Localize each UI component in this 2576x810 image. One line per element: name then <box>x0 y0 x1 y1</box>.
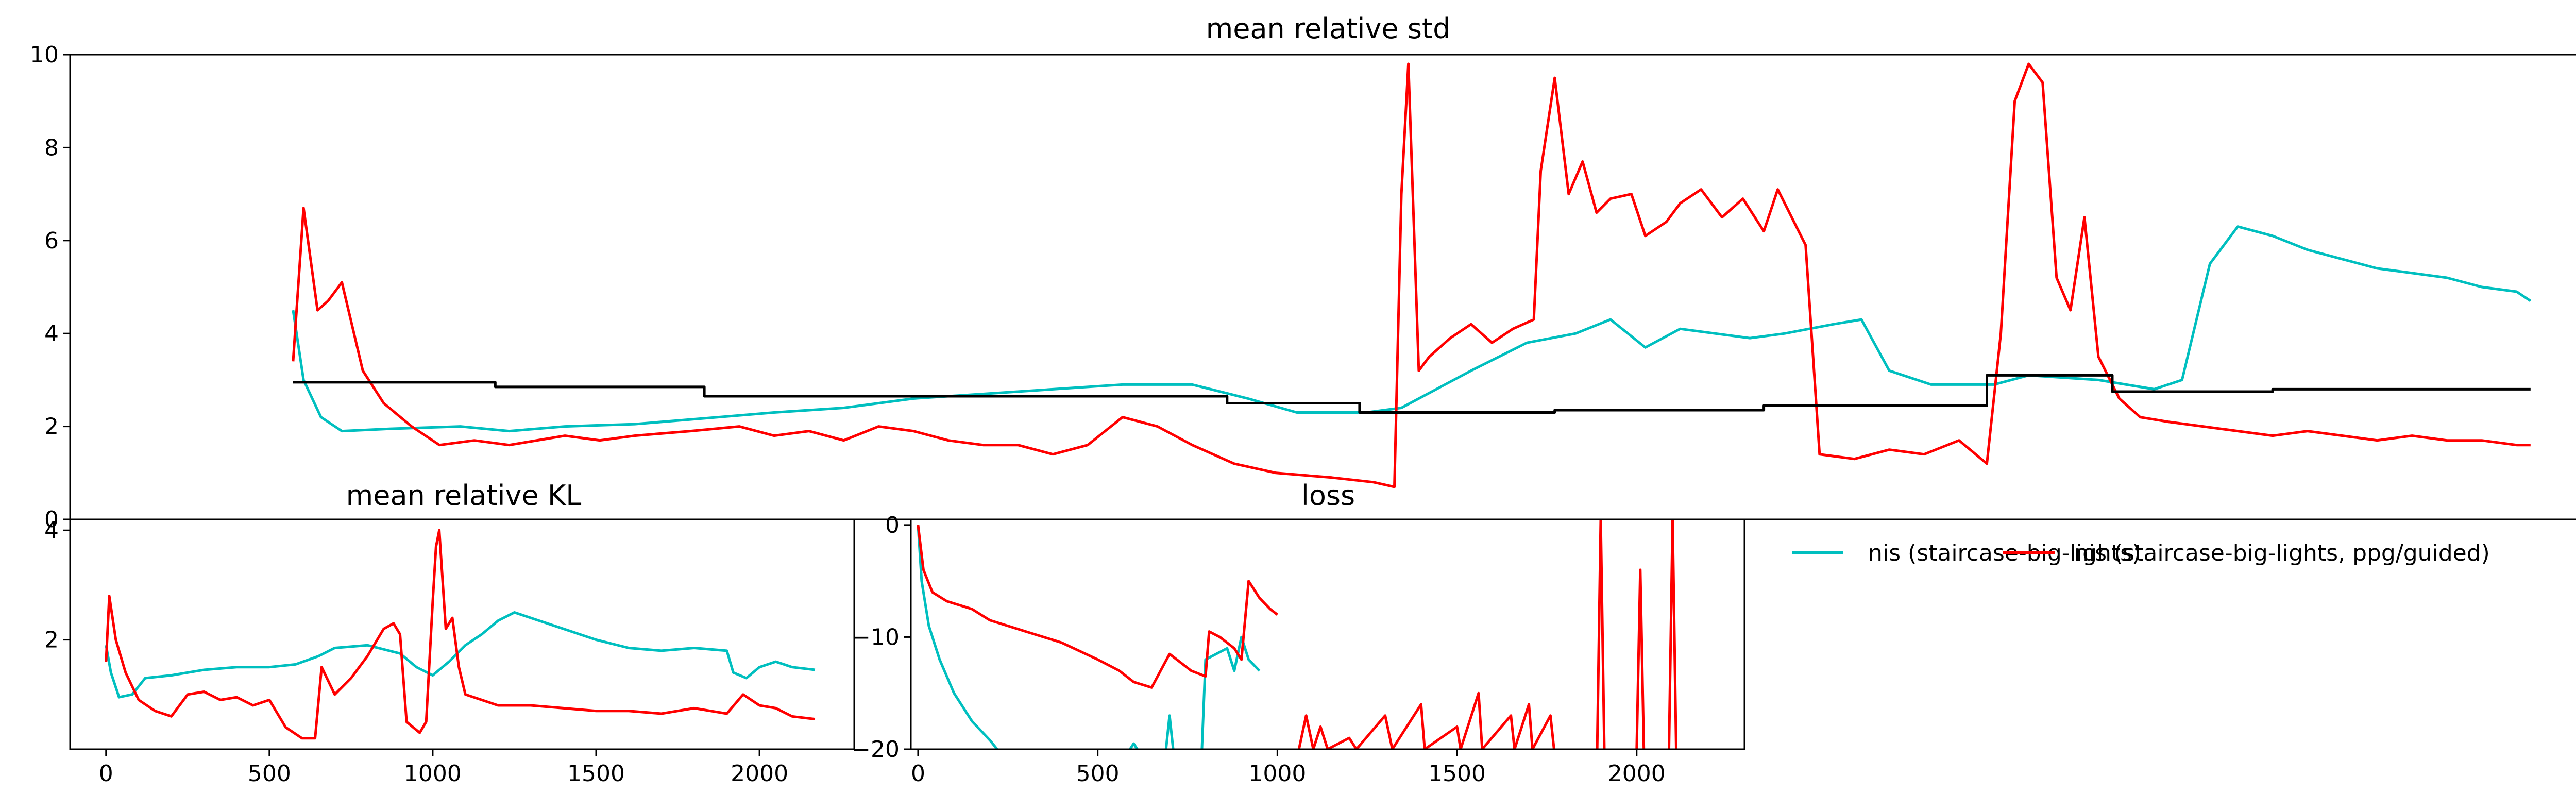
kl-xtick-label: 500 <box>248 761 291 787</box>
loss-series-line-2 <box>1164 714 1175 749</box>
std-ytick-label: 10 <box>30 42 59 68</box>
loss-series-line-7 <box>1635 568 1646 749</box>
axes-loss: loss 0 −10 −20 0 500 1000 1500 2000 <box>852 479 1745 787</box>
std-frame <box>69 54 2576 520</box>
loss-series-line-1 <box>1129 742 1139 749</box>
loss-series-line-0 <box>917 525 998 749</box>
kl-ytick-label: 4 <box>44 517 59 544</box>
loss-series-line-5 <box>1297 691 1555 749</box>
axes-mean-relative-kl: mean relative KL 2 4 0 500 1000 1500 2000 <box>44 479 855 787</box>
loss-title: loss <box>1301 479 1355 512</box>
kl-xtick-label: 1500 <box>567 761 625 787</box>
axes-mean-relative-std: mean relative std 0 2 4 6 8 10 <box>30 12 2576 533</box>
loss-xtick-label: 2000 <box>1608 761 1666 787</box>
kl-frame <box>69 518 855 750</box>
kl-series-line-0 <box>105 611 816 699</box>
std-ytick-label: 4 <box>44 320 59 347</box>
kl-series-line-1 <box>105 529 816 740</box>
kl-ytick-label: 2 <box>44 627 59 653</box>
std-ytick-label: 8 <box>44 134 59 161</box>
legend: nis (staircase-big-lights) nis (staircas… <box>1792 540 2490 566</box>
loss-frame <box>910 518 1745 750</box>
kl-xtick-label: 0 <box>99 761 113 787</box>
loss-series-line-4 <box>917 525 1278 689</box>
std-ytick-label: 0 <box>44 507 59 533</box>
loss-series-line-6 <box>1596 519 1606 749</box>
loss-series-line-3 <box>1200 635 1261 749</box>
loss-xtick-label: 0 <box>911 761 925 787</box>
std-ytick-label: 2 <box>44 414 59 440</box>
std-series-line-2 <box>293 374 2531 414</box>
kl-xtick-label: 2000 <box>731 761 788 787</box>
loss-ytick-label: 0 <box>885 512 900 538</box>
std-ytick-label: 6 <box>44 228 59 254</box>
loss-xtick-label: 1000 <box>1248 761 1306 787</box>
std-title: mean relative std <box>1206 12 1451 45</box>
kl-title: mean relative KL <box>346 479 582 512</box>
loss-series-line-8 <box>1668 519 1677 749</box>
std-series-line-0 <box>292 225 2532 433</box>
loss-xtick-label: 1500 <box>1428 761 1486 787</box>
legend-label-nis-guided: nis (staircase-big-lights, ppg/guided) <box>2074 540 2490 566</box>
loss-ytick-label: −10 <box>852 624 900 650</box>
kl-xtick-label: 1000 <box>404 761 462 787</box>
std-series-line-1 <box>292 62 2531 488</box>
loss-ytick-label: −20 <box>852 736 900 763</box>
loss-xtick-label: 500 <box>1076 761 1120 787</box>
